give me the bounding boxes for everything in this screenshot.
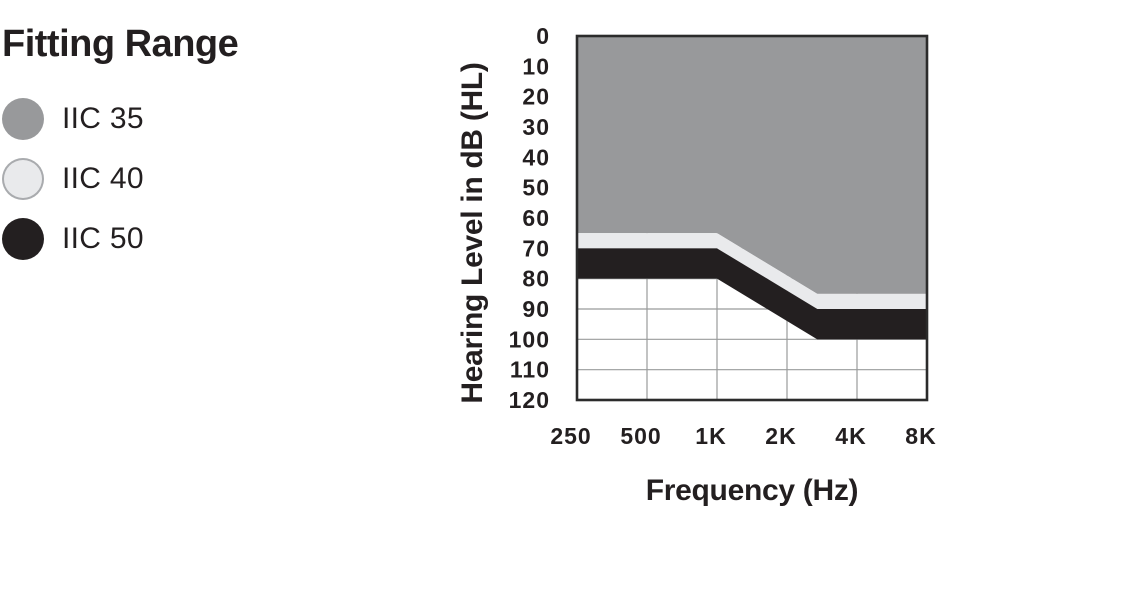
y-axis-title: Hearing Level in dB (HL) [456, 62, 489, 403]
plot-border-layer [575, 34, 929, 402]
y-tick-80: 80 [522, 266, 550, 292]
x-tick-8k: 8K [905, 423, 936, 449]
plot-border [575, 34, 929, 402]
legend-item-label: IIC 50 [62, 221, 144, 255]
x-tick-1k: 1K [695, 423, 726, 449]
y-tick-20: 20 [522, 84, 550, 110]
y-tick-70: 70 [522, 235, 550, 261]
legend-item-iic-50: IIC 50 [2, 217, 238, 260]
legend-swatch-circle [2, 217, 44, 260]
legend: Fitting Range IIC 35 IIC 40 IIC 50 [2, 23, 239, 278]
x-tick-250: 250 [550, 423, 591, 449]
legend-swatch-circle [2, 97, 44, 140]
y-tick-50: 50 [522, 175, 550, 201]
legend-items: IIC 35 IIC 40 IIC 50 [2, 97, 238, 260]
legend-item-iic-35: IIC 35 [2, 97, 238, 140]
x-axis-tick-labels: 250 500 1K 2K 4K 8K [550, 423, 936, 449]
y-tick-90: 90 [522, 296, 550, 322]
y-tick-30: 30 [522, 114, 550, 140]
x-tick-2k: 2K [765, 423, 796, 449]
band-iic-40 [577, 233, 927, 309]
y-tick-120: 120 [509, 387, 550, 413]
y-axis-tick-labels: 0 10 20 30 40 50 60 70 80 90 100 110 120 [509, 23, 550, 413]
y-tick-0: 0 [536, 23, 550, 49]
y-tick-10: 10 [522, 53, 550, 79]
x-axis-title: Frequency (Hz) [646, 474, 859, 507]
legend-item-iic-40: IIC 40 [2, 157, 238, 200]
x-tick-500: 500 [620, 423, 661, 449]
y-tick-110: 110 [510, 357, 550, 383]
band-iic-35 [577, 36, 927, 294]
legend-item-label: IIC 40 [62, 161, 144, 195]
legend-title: Fitting Range [2, 23, 239, 65]
x-tick-4k: 4K [835, 423, 866, 449]
legend-swatch-circle [2, 157, 44, 200]
y-tick-40: 40 [522, 144, 550, 170]
fitting-range-bands [577, 36, 927, 340]
y-tick-60: 60 [522, 205, 550, 231]
y-tick-100: 100 [509, 326, 550, 352]
band-iic-50 [577, 248, 927, 340]
audiogram-chart: 0 10 20 30 40 50 60 70 80 90 100 110 120 250 500 1K 2K 4… [456, 23, 936, 507]
legend-item-label: IIC 35 [62, 101, 144, 135]
